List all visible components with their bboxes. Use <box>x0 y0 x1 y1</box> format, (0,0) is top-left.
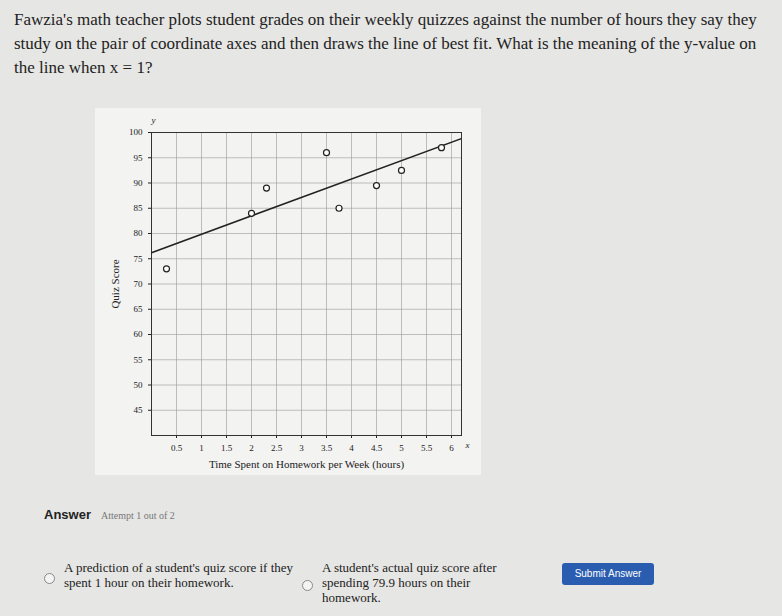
svg-text:4.5: 4.5 <box>371 443 383 453</box>
svg-text:65: 65 <box>134 304 144 314</box>
svg-text:x: x <box>465 440 470 450</box>
svg-text:50: 50 <box>134 380 144 390</box>
html-text:A student's actual quiz score: A student's actual quiz score after spen… <box>322 560 497 605</box>
svg-text:Quiz Score: Quiz Score <box>109 259 121 308</box>
html-text:Fawzia's math teacher plots st: Fawzia's math teacher plots student grad… <box>14 10 757 77</box>
svg-text:85: 85 <box>134 203 144 213</box>
svg-text:55: 55 <box>134 355 144 365</box>
svg-text:Time Spent on Homework per Wee: Time Spent on Homework per Week (hours) <box>209 458 405 471</box>
svg-text:2: 2 <box>249 443 254 453</box>
html-text:Answer: Answer <box>44 507 91 522</box>
svg-text:4: 4 <box>349 443 354 453</box>
svg-text:95: 95 <box>134 153 144 163</box>
svg-text:75: 75 <box>134 254 144 264</box>
html-text:A prediction of a student's qu: A prediction of a student's quiz score i… <box>64 560 294 590</box>
svg-text:0.5: 0.5 <box>171 443 183 453</box>
svg-text:100: 100 <box>129 127 143 137</box>
svg-text:y: y <box>151 115 156 125</box>
svg-text:6: 6 <box>449 443 454 453</box>
svg-text:80: 80 <box>134 228 144 238</box>
svg-text:60: 60 <box>134 329 144 339</box>
svg-text:3.5: 3.5 <box>321 443 333 453</box>
svg-text:5: 5 <box>399 443 404 453</box>
svg-text:2.5: 2.5 <box>271 443 283 453</box>
html-text:Submit Answer: Submit Answer <box>574 568 642 579</box>
svg-text:1.5: 1.5 <box>221 443 233 453</box>
svg-text:3: 3 <box>299 443 304 453</box>
svg-text:90: 90 <box>134 178 144 188</box>
svg-text:5.5: 5.5 <box>421 443 433 453</box>
svg-text:45: 45 <box>134 405 144 415</box>
svg-text:70: 70 <box>134 279 144 289</box>
svg-text:1: 1 <box>199 443 204 453</box>
html-text:Attempt 1 out of 2: Attempt 1 out of 2 <box>101 510 175 521</box>
